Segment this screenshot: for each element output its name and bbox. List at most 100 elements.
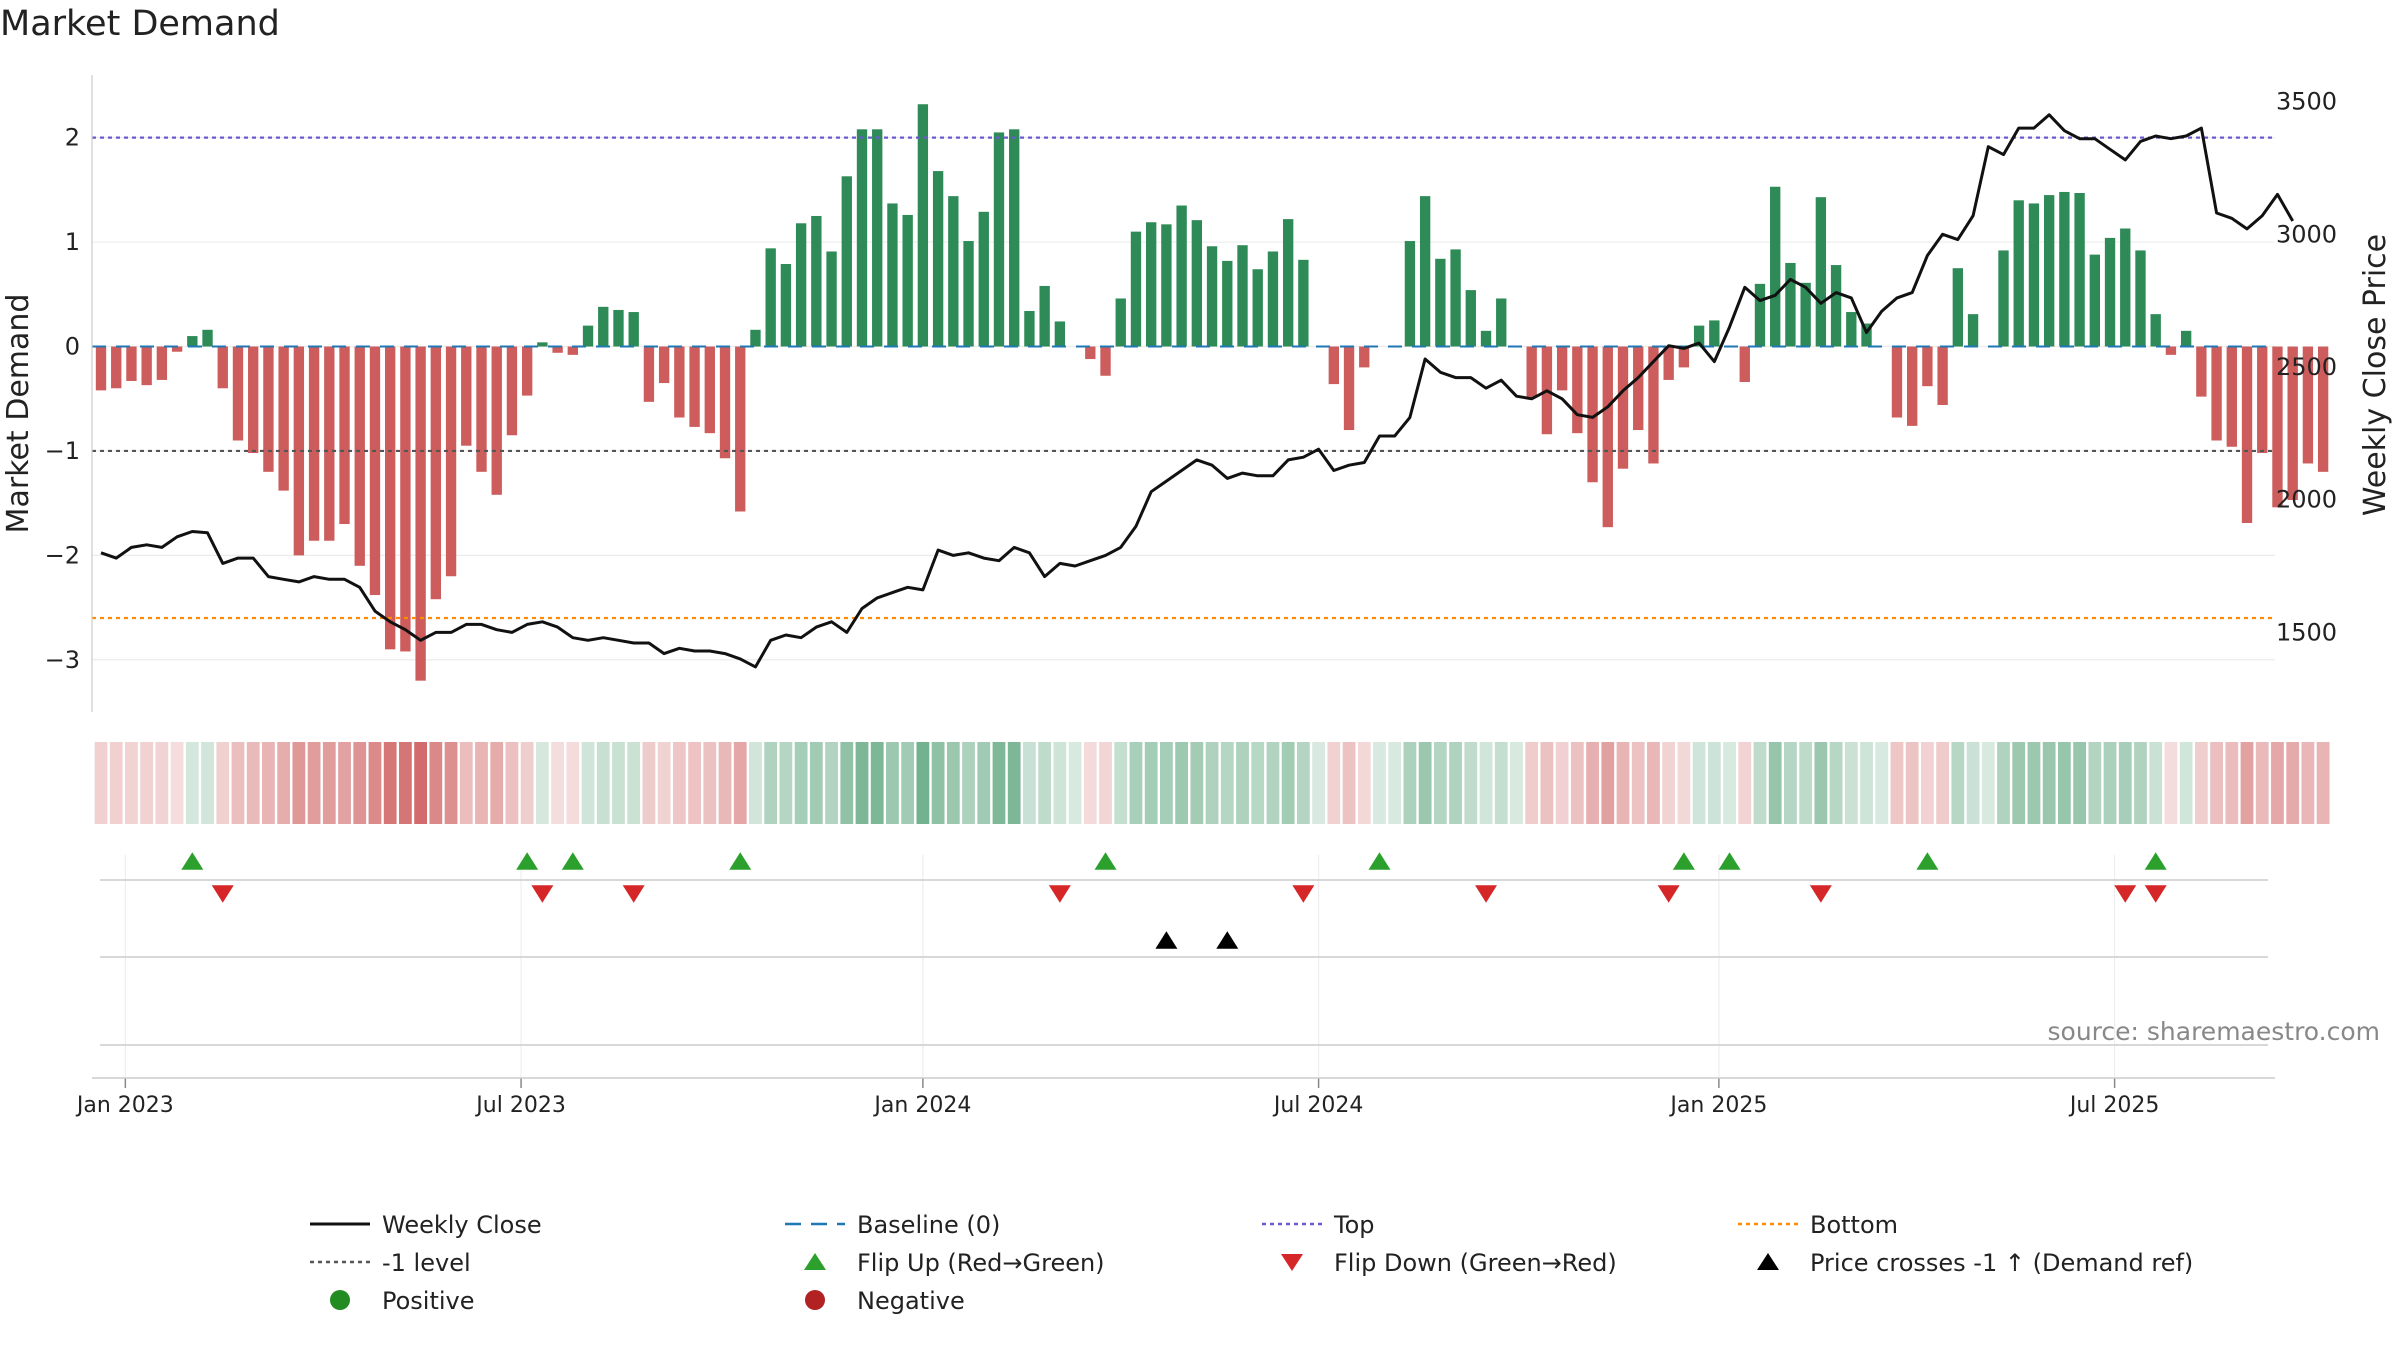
demand-bar (1998, 250, 2009, 347)
demand-bar (293, 346, 305, 556)
demand-bar (795, 223, 807, 347)
demand-bar (400, 346, 411, 652)
heat-cell (2316, 742, 2330, 824)
heat-cell (1418, 742, 1432, 824)
heat-cell (657, 742, 671, 824)
heat-cell (1662, 742, 1676, 824)
demand-bar (750, 329, 761, 347)
heat-cell (1449, 742, 1462, 824)
heat-cell (840, 742, 854, 824)
heat-cell (94, 742, 108, 824)
date-tick-label: Jan 2025 (1668, 1093, 1767, 1118)
marker-rows (100, 852, 2268, 1046)
heat-cell (155, 742, 169, 824)
demand-bar (2257, 346, 2268, 454)
demand-bar (1709, 320, 1720, 347)
flip-down-marker (2144, 885, 2167, 903)
heat-cell (1160, 742, 1173, 824)
demand-bar (1450, 249, 1461, 347)
heat-cell (2210, 742, 2223, 824)
demand-bar (582, 325, 594, 347)
demand-bar (1176, 205, 1187, 347)
heat-cell (1692, 742, 1706, 824)
heat-cell (1220, 742, 1234, 824)
demand-bar (202, 329, 213, 347)
heat-cell (1814, 742, 1828, 824)
demand-bar (385, 346, 396, 650)
heat-cell (1586, 742, 1599, 824)
price-cross-marker (1216, 931, 1239, 949)
flip-down-marker (1657, 885, 1680, 903)
date-tick-label: Jul 2024 (1272, 1093, 1364, 1118)
heat-cell (1921, 742, 1934, 824)
heat-cell (1205, 742, 1219, 824)
left-tick-label: 0 (65, 333, 80, 361)
demand-bar (1770, 186, 1781, 347)
heat-cell (246, 742, 260, 824)
demand-bar (95, 346, 107, 391)
demand-bar (506, 346, 518, 436)
demand-bar (1678, 346, 1690, 368)
heat-cell (794, 742, 808, 824)
date-tick-label: Jan 2023 (75, 1093, 174, 1118)
demand-bar (2135, 250, 2146, 347)
demand-bar (689, 346, 700, 427)
heat-cell (1007, 742, 1021, 824)
source-label: source: sharemaestro.com (2048, 1017, 2381, 1046)
demand-bar (674, 346, 685, 418)
demand-bar (2120, 228, 2131, 347)
demand-bar (567, 346, 578, 355)
demand-bar (1815, 197, 1827, 347)
heat-cell (749, 742, 762, 824)
heat-cell (231, 742, 245, 824)
demand-bar (2241, 346, 2253, 523)
heat-cell (170, 742, 184, 824)
heat-cell (1601, 742, 1615, 824)
heat-cell (1327, 742, 1341, 824)
demand-bar (1922, 346, 1933, 387)
demand-bar (1115, 298, 1126, 347)
left-axis-label: Market Demand (1, 294, 36, 534)
heat-cell (733, 742, 747, 824)
demand-bar (521, 346, 533, 396)
flip-up-marker (181, 852, 204, 870)
demand-bar (1663, 346, 1674, 380)
demand-bar (111, 346, 122, 389)
demand-bar (2043, 195, 2055, 347)
right-tick-label: 2500 (2276, 353, 2337, 381)
heat-cell (1357, 742, 1371, 824)
heat-cell (1875, 742, 1889, 824)
demand-bar (1343, 346, 1355, 431)
right-tick-label: 3000 (2276, 220, 2337, 248)
heat-cell (2057, 742, 2071, 824)
legend-symbol-circle (330, 1290, 350, 1310)
right-tick-label: 3500 (2276, 88, 2337, 116)
demand-bar (1024, 311, 1035, 347)
demand-bar (217, 346, 228, 389)
flip-up-marker (729, 852, 752, 870)
demand-bar (1465, 290, 1476, 347)
demand-bar (704, 346, 715, 434)
demand-bar (461, 346, 472, 446)
heat-cell (1570, 742, 1584, 824)
demand-bar (917, 104, 929, 347)
heat-cell (1433, 742, 1447, 824)
right-tick-label: 1500 (2276, 618, 2337, 646)
heat-cell (2149, 742, 2163, 824)
heat-cell (1068, 742, 1082, 824)
heat-cell (1753, 742, 1767, 824)
demand-bar (1206, 246, 1218, 347)
heat-cell (1631, 742, 1645, 824)
demand-bar (278, 346, 289, 491)
heat-cell (1951, 742, 1965, 824)
legend: Weekly Close Baseline (0) Top Bottom -1 leve… (310, 1211, 2193, 1315)
heat-cell (201, 742, 214, 824)
left-tick-label: −1 (45, 437, 80, 465)
demand-bar (156, 346, 168, 380)
demand-bar (2302, 346, 2314, 464)
legend-symbol-circle (805, 1290, 825, 1310)
right-tick-label: 2000 (2276, 486, 2337, 514)
demand-bar (2150, 314, 2161, 347)
flip-down-marker (211, 885, 234, 903)
heat-cell (779, 742, 793, 824)
